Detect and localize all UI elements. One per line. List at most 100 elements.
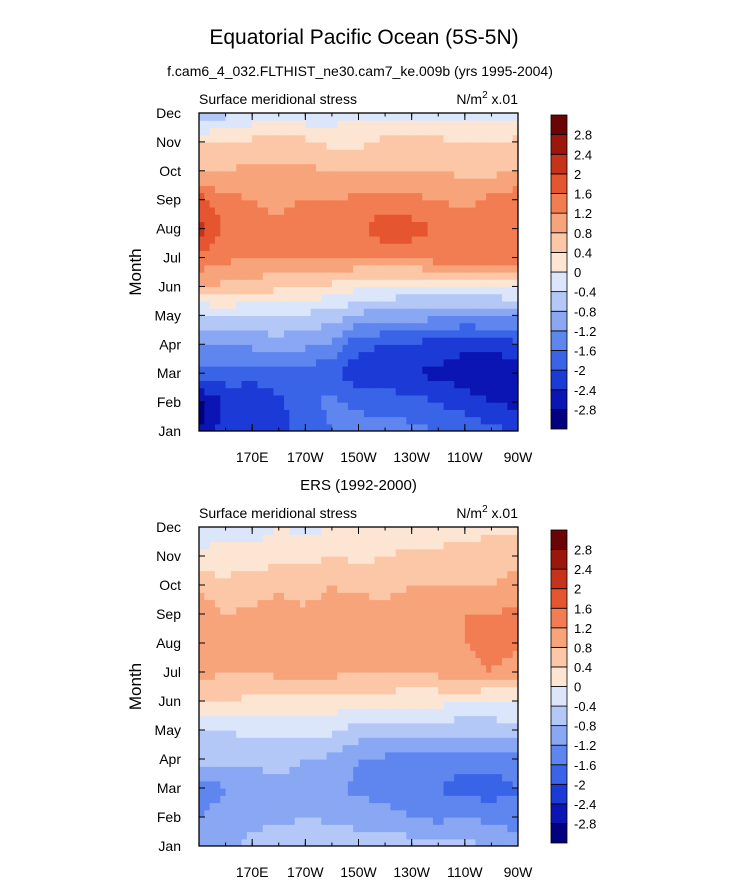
contour-cell [300,737,306,746]
contour-cell [214,570,221,579]
contour-cell [416,344,423,353]
contour-cell [401,599,407,608]
contour-cell [395,113,402,121]
contour-cell [310,365,317,374]
contour-cell [454,272,461,280]
contour-cell [353,416,360,425]
contour-cell [470,693,477,702]
contour-cell [496,272,503,280]
contour-cell [284,577,290,586]
contour-cell [395,614,402,622]
contour-cell [454,780,461,789]
contour-cell [220,838,227,846]
contour-cell [337,394,344,403]
contour-cell [512,322,518,331]
contour-cell [305,809,312,818]
contour-cell [395,409,402,418]
contour-cell [353,250,360,259]
contour-cell [252,730,259,738]
contour-cell [385,788,391,796]
contour-cell [209,387,216,396]
contour-cell [321,788,328,796]
contour-cell [225,409,232,418]
contour-cell [289,416,296,425]
contour-cell [241,113,248,121]
contour-cell [268,693,275,702]
contour-cell [353,243,360,251]
contour-cell [512,686,518,695]
contour-cell [395,759,402,767]
contour-cell [209,308,216,316]
contour-cell [502,737,508,746]
contour-cell [268,744,275,753]
contour-cell [268,257,275,266]
contour-cell [390,243,397,251]
contour-cell [214,409,221,418]
contour-cell [470,664,477,673]
contour-cell [347,614,354,622]
contour-cell [305,693,312,702]
contour-cell [422,409,429,418]
contour-cell [507,192,514,201]
contour-cell [199,635,205,644]
contour-cell [363,178,370,186]
contour-cell [502,621,508,630]
contour-cell [427,693,434,702]
contour-cell [480,824,487,833]
contour-cell [214,672,221,680]
contour-cell [411,759,418,767]
contour-cell [390,394,397,403]
contour-cell [246,672,253,680]
contour-cell [278,214,285,223]
contour-cell [230,635,237,644]
contour-cell [220,228,227,237]
contour-cell [496,635,503,644]
contour-cell [390,708,397,717]
contour-cell [491,337,498,345]
contour-cell [331,264,338,273]
contour-cell [337,380,344,389]
contour-cell [502,809,508,818]
contour-cell [225,149,232,157]
contour-cell [422,679,429,688]
contour-cell [214,693,221,702]
contour-cell [220,243,227,251]
colorbar-box [550,193,568,214]
contour-cell [507,365,514,374]
contour-cell [284,214,290,223]
contour-cell [305,416,312,425]
contour-cell [459,344,466,353]
contour-cell [491,322,498,331]
contour-cell [363,315,370,324]
contour-cell [300,358,306,367]
contour-cell [480,722,487,731]
contour-cell [464,286,471,295]
contour-cell [390,264,397,273]
contour-cell [438,272,445,280]
contour-cell [315,664,322,673]
contour-cell [363,344,370,353]
contour-cell [241,788,248,796]
contour-cell [406,650,413,659]
contour-cell [438,228,445,237]
contour-cell [443,614,450,622]
contour-cell [395,286,402,295]
contour-cell [395,134,402,143]
contour-cell [294,744,301,753]
contour-cell [278,416,285,425]
contour-cell [432,585,439,593]
contour-cell [401,315,407,324]
contour-cell [422,358,429,367]
contour-cell [199,214,205,223]
contour-cell [347,409,354,418]
contour-cell [411,315,418,324]
contour-cell [214,423,221,431]
contour-cell [315,272,322,280]
contour-cell [470,214,477,223]
contour-cell [448,795,455,804]
contour-cell [289,228,296,237]
contour-cell [390,228,397,237]
contour-cell [454,344,461,353]
contour-cell [246,199,253,208]
contour-cell [448,693,455,702]
